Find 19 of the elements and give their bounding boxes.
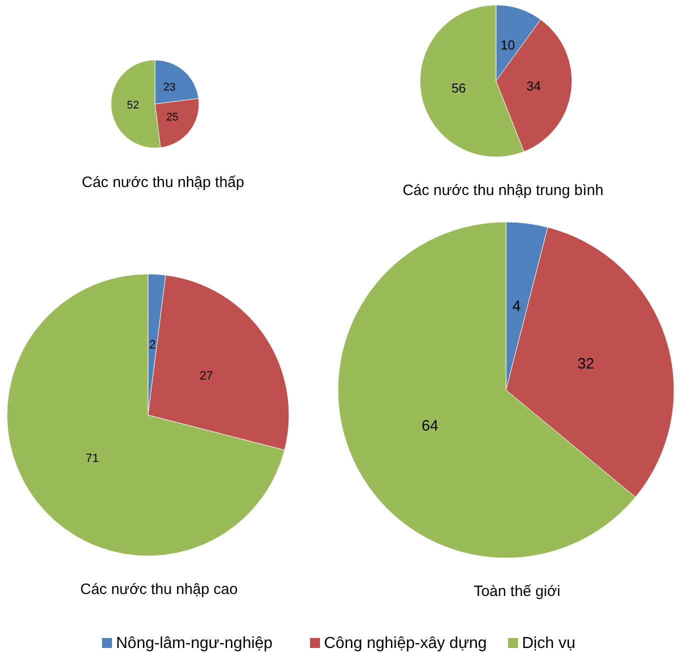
slice-label: Các nước thu nhập thấp bbox=[82, 174, 244, 191]
data-label: 56 bbox=[451, 80, 466, 96]
data-label: 71 bbox=[86, 451, 100, 466]
data-label: 34 bbox=[526, 78, 541, 94]
data-label: 10 bbox=[500, 37, 515, 52]
data-label: 27 bbox=[200, 368, 214, 382]
legend-label: Công nghiệp-xây dựng bbox=[324, 634, 487, 652]
data-label: 4 bbox=[512, 298, 521, 316]
data-label: 2 bbox=[149, 338, 156, 352]
legend-label: Dịch vụ bbox=[522, 634, 576, 652]
data-label: 32 bbox=[578, 356, 594, 373]
data-label: 23 bbox=[163, 82, 176, 94]
data-label: 64 bbox=[422, 417, 438, 434]
slice-label: Các nước thu nhập trung bình bbox=[402, 182, 604, 199]
legend-label: Nông-lâm-ngư-nghiệp bbox=[116, 634, 273, 652]
data-label: 52 bbox=[126, 99, 140, 112]
slice-label: Các nước thu nhập cao bbox=[80, 581, 238, 598]
slice-label: Toàn thế giới bbox=[474, 583, 560, 600]
data-label: 25 bbox=[166, 111, 179, 124]
